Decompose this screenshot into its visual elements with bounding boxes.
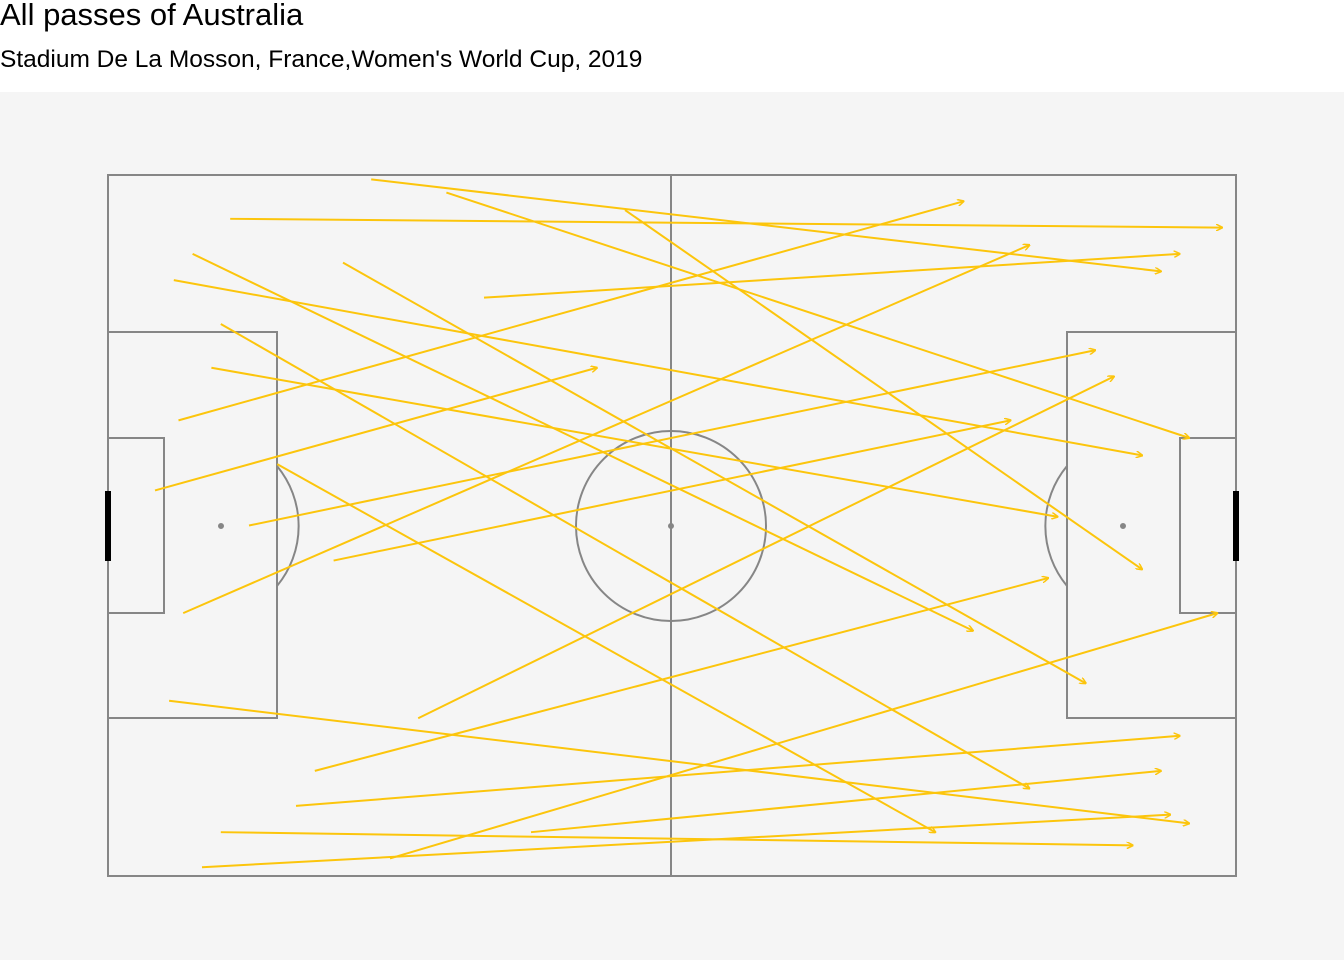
- pass-arrow: [168, 699, 1189, 824]
- pass-arrow: [314, 578, 1048, 772]
- pass-arrow: [624, 209, 1142, 569]
- pass-arrow: [530, 771, 1161, 834]
- pass-arrow: [446, 191, 1189, 438]
- pass-arrow: [220, 323, 1029, 788]
- pitch: [107, 174, 1237, 877]
- pass-arrow: [154, 368, 597, 492]
- chart-subtitle: Stadium De La Mosson, France,Women's Wor…: [0, 46, 643, 73]
- pass-arrow: [276, 463, 935, 832]
- right-penalty-arc: [1044, 465, 1068, 587]
- goals: [105, 491, 1239, 561]
- pass-arrow: [371, 178, 1161, 271]
- center-circle: [575, 430, 767, 622]
- right-penalty-spot: [1120, 523, 1126, 529]
- pass-arrow: [417, 377, 1114, 720]
- pass-arrow: [333, 420, 1011, 562]
- pass-arrow: [220, 831, 1133, 845]
- pass-arrow: [483, 254, 1180, 299]
- pass-arrow: [248, 350, 1095, 527]
- pass-lines: [154, 178, 1222, 869]
- right-six-yard-box: [1179, 437, 1237, 614]
- pass-arrow: [230, 217, 1222, 228]
- pass-arrow: [173, 279, 1142, 455]
- pass-arrow: [178, 201, 964, 422]
- pass-arrow: [201, 815, 1170, 869]
- center-spot: [668, 523, 674, 529]
- left-penalty-arc: [276, 465, 300, 587]
- pass-arrow: [342, 261, 1086, 684]
- left-penalty-spot: [218, 523, 224, 529]
- pass-arrow: [192, 252, 973, 631]
- chart-title: All passes of Australia: [0, 0, 304, 32]
- pass-arrow: [389, 613, 1217, 860]
- left-six-yard-box: [107, 437, 165, 614]
- right-penalty-area: [1066, 331, 1237, 719]
- pass-arrow: [211, 366, 1057, 517]
- pass-arrow: [182, 245, 1029, 615]
- pass-arrow: [295, 736, 1180, 807]
